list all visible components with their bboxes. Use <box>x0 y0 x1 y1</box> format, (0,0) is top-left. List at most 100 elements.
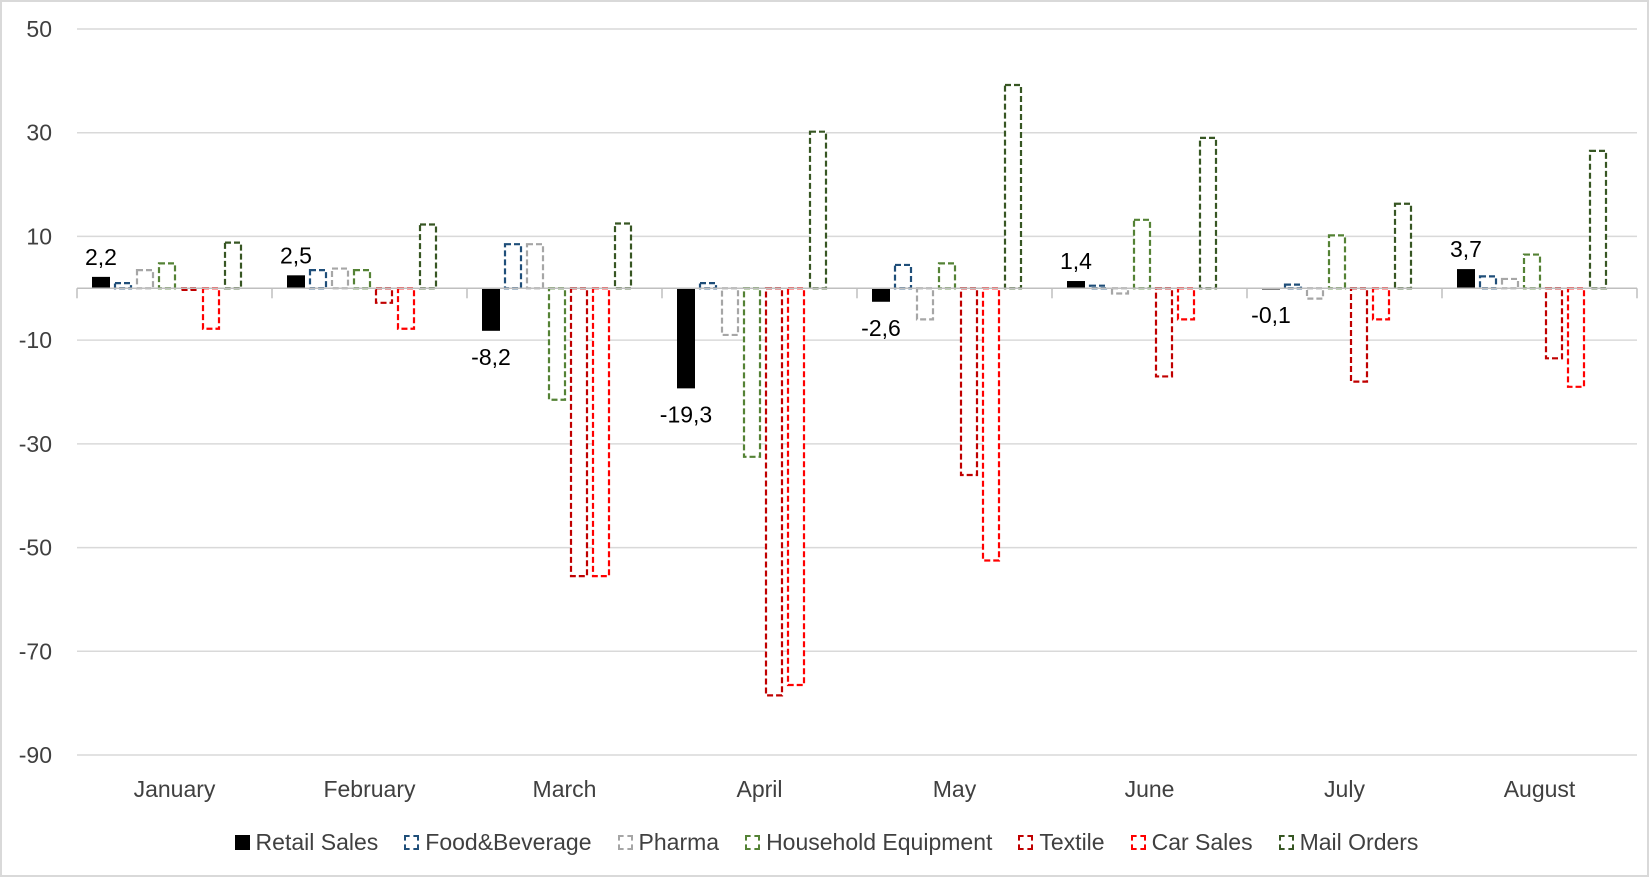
legend-label: Food&Beverage <box>425 828 592 855</box>
legend-label: Household Equipment <box>766 828 993 855</box>
legend-label: Car Sales <box>1151 828 1253 855</box>
bar-car-sales-june <box>1176 287 1196 321</box>
bar-retail-sales-may <box>872 288 890 302</box>
y-tick-label: -70 <box>19 638 52 664</box>
data-label: -8,2 <box>471 344 511 370</box>
bar-pharma-february <box>330 267 350 290</box>
legend-swatch <box>745 834 761 850</box>
bar-pharma-january <box>135 269 155 290</box>
bar-car-sales-february <box>396 287 416 330</box>
legend-item: Food&Beverage <box>404 828 592 856</box>
bar-textile-march <box>569 287 589 578</box>
bar-textile-august <box>1544 287 1564 360</box>
legend-label: Retail Sales <box>255 828 379 855</box>
bar-household-equipment-april <box>742 287 762 458</box>
x-tick-label: March <box>533 776 597 802</box>
bar-car-sales-april <box>786 287 806 687</box>
bar-food-beverage-may <box>893 263 913 290</box>
bar-retail-sales-march <box>482 288 500 331</box>
bar-household-equipment-july <box>1327 234 1347 290</box>
legend-swatch <box>1018 834 1034 850</box>
bar-car-sales-july <box>1371 287 1391 321</box>
bar-car-sales-may <box>981 287 1001 562</box>
bar-retail-sales-january <box>92 276 110 289</box>
legend-item: Pharma <box>617 828 720 856</box>
y-tick-label: 10 <box>26 223 52 249</box>
legend-item: Retail Sales <box>234 828 379 856</box>
bar-textile-july <box>1349 287 1369 383</box>
x-tick-label: February <box>323 776 416 802</box>
bar-food-beverage-june <box>1088 284 1108 290</box>
bar-mail-orders-june <box>1198 136 1218 290</box>
bar-textile-june <box>1154 287 1174 378</box>
bar-mail-orders-march <box>613 222 633 290</box>
legend-item: Household Equipment <box>745 829 992 856</box>
bar-mail-orders-august <box>1588 149 1608 290</box>
legend-swatch <box>617 834 633 850</box>
y-tick-label: 30 <box>26 120 52 146</box>
bar-household-equipment-february <box>352 269 372 290</box>
x-tick-label: May <box>933 776 977 802</box>
bar-retail-sales-february <box>287 275 305 289</box>
data-labels: 2,2 2,5 -8,2 -19,3 -2,6 1,4 -0,1 3,7 <box>85 236 1482 427</box>
legend-label: Textile <box>1039 828 1105 855</box>
bar-pharma-may <box>915 287 935 321</box>
bar-pharma-july <box>1305 287 1325 300</box>
bar-household-equipment-march <box>547 287 567 401</box>
x-tick-label: June <box>1125 776 1175 802</box>
y-tick-label: 50 <box>26 16 52 42</box>
legend-swatch <box>234 834 250 850</box>
x-axis <box>76 287 1638 299</box>
x-tick-label: January <box>134 776 216 802</box>
y-tick-label: -30 <box>19 431 52 457</box>
bar-household-equipment-august <box>1522 253 1542 290</box>
bar-food-beverage-august <box>1478 275 1498 290</box>
bar-textile-february <box>374 287 394 304</box>
legend-item: Car Sales <box>1130 828 1253 856</box>
bar-textile-january <box>179 287 199 291</box>
y-tick-label: -90 <box>19 742 52 768</box>
data-label: 3,7 <box>1450 236 1482 262</box>
bar-food-beverage-march <box>503 243 523 290</box>
bar-household-equipment-june <box>1132 218 1152 290</box>
bar-retail-sales-august <box>1457 269 1475 289</box>
bar-household-equipment-january <box>157 262 177 290</box>
bar-retail-sales-june <box>1067 281 1085 289</box>
data-label: 2,2 <box>85 244 117 270</box>
data-label: -2,6 <box>861 315 901 341</box>
bar-food-beverage-april <box>698 282 718 290</box>
bar-food-beverage-january <box>113 282 133 290</box>
legend-item: Mail Orders <box>1278 829 1418 856</box>
legend-label: Pharma <box>638 828 720 855</box>
bar-car-sales-august <box>1566 287 1586 388</box>
legend-item: Textile <box>1018 828 1105 856</box>
bar-pharma-april <box>720 287 740 337</box>
bar-food-beverage-february <box>308 269 328 290</box>
y-axis-ticks: 50 30 10 -10 -30 -50 -70 -90 <box>19 16 52 768</box>
bar-pharma-june <box>1110 287 1130 295</box>
bar-household-equipment-may <box>937 262 957 290</box>
data-label: -19,3 <box>660 401 712 427</box>
bar-mail-orders-may <box>1003 83 1023 290</box>
bar-mail-orders-january <box>223 241 243 290</box>
bar-pharma-march <box>525 243 545 290</box>
legend-swatch <box>1130 834 1146 850</box>
x-axis-ticks: January February March April May June July Augu… <box>134 776 1576 802</box>
legend-swatch <box>404 834 420 850</box>
x-tick-label: July <box>1324 776 1365 802</box>
data-label: 2,5 <box>280 242 312 268</box>
legend: Retail Sales Food&Beverage Pharma Household… <box>2 824 1649 860</box>
gridlines <box>77 28 1637 756</box>
x-tick-label: April <box>736 776 782 802</box>
bar-retail-sales-april <box>677 288 695 389</box>
bar-mail-orders-april <box>808 130 828 290</box>
y-tick-label: -10 <box>19 327 52 353</box>
y-tick-label: -50 <box>19 535 52 561</box>
bars <box>92 83 1608 697</box>
bar-textile-may <box>959 287 979 477</box>
bar-mail-orders-july <box>1393 202 1413 290</box>
data-label: -0,1 <box>1251 302 1291 328</box>
legend-swatch <box>1278 834 1294 850</box>
data-label: 1,4 <box>1060 248 1092 274</box>
